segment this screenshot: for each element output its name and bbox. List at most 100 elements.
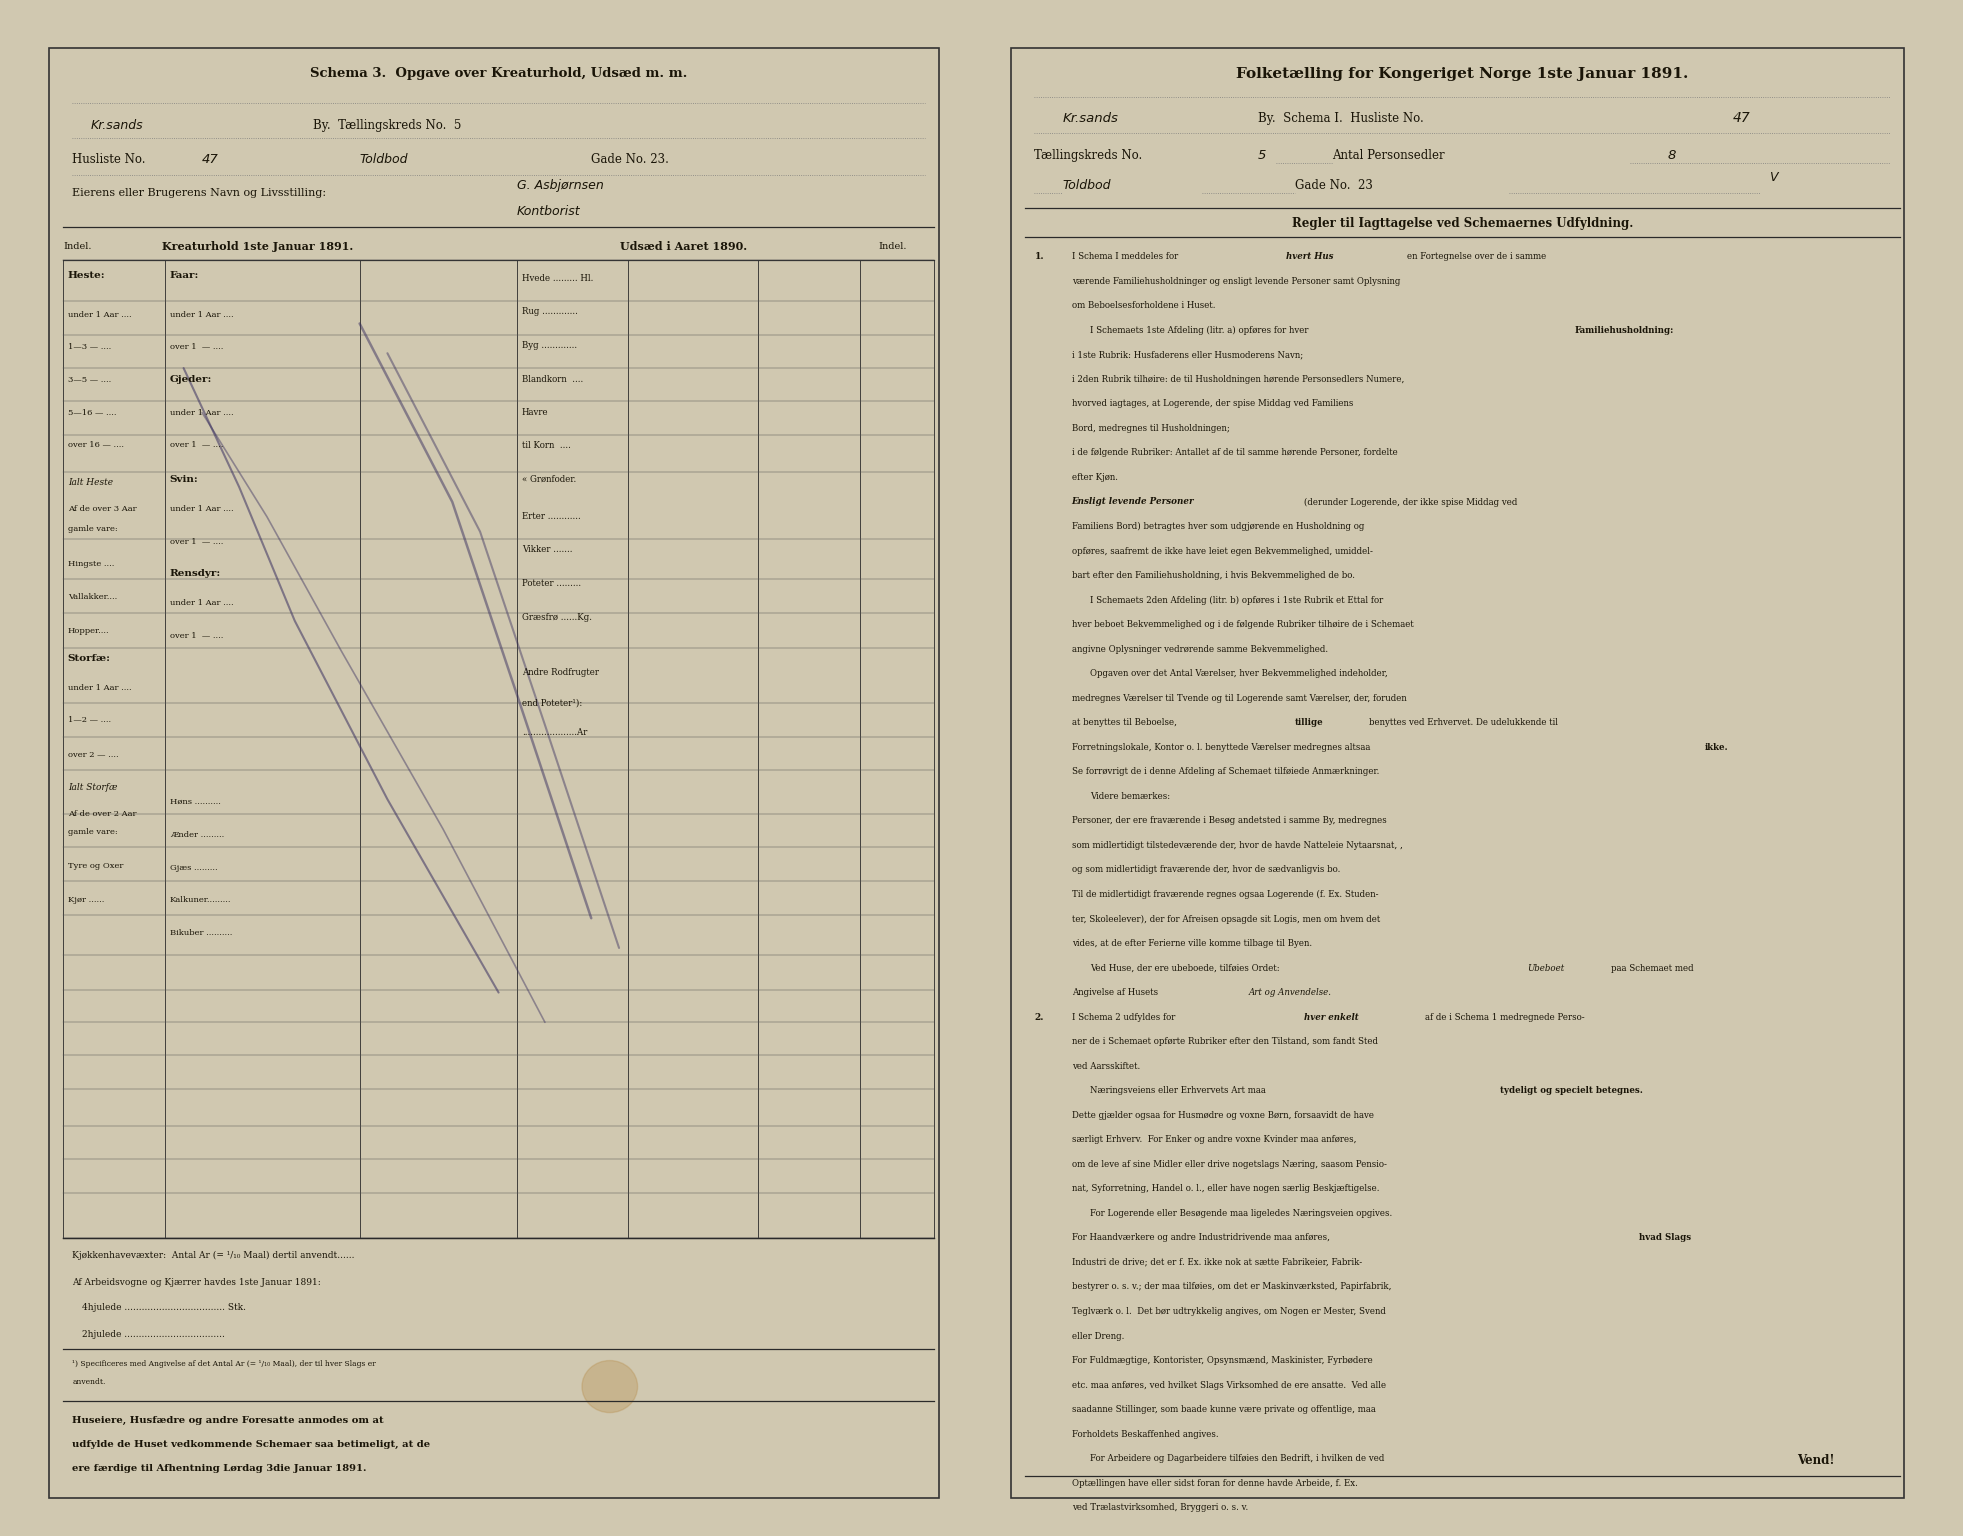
Text: over 16 — ....: over 16 — .... — [69, 441, 124, 450]
Text: Vend!: Vend! — [1798, 1455, 1835, 1467]
Text: Forholdets Beskaffenhed angives.: Forholdets Beskaffenhed angives. — [1072, 1430, 1219, 1439]
Text: Kreaturhold 1ste Januar 1891.: Kreaturhold 1ste Januar 1891. — [163, 241, 353, 252]
Text: Hingste ....: Hingste .... — [69, 561, 114, 568]
Text: Af de over 2 Aar: Af de over 2 Aar — [69, 809, 135, 819]
Text: 1.: 1. — [1035, 252, 1044, 261]
Text: 2.: 2. — [1035, 1012, 1044, 1021]
Text: angivne Oplysninger vedrørende samme Bekvemmelighed.: angivne Oplysninger vedrørende samme Bek… — [1072, 645, 1327, 654]
Text: Hopper....: Hopper.... — [69, 627, 110, 636]
Text: gamle vare:: gamle vare: — [69, 828, 118, 836]
Text: ter, Skoleelever), der for Afreisen opsagde sit Logis, men om hvem det: ter, Skoleelever), der for Afreisen opsa… — [1072, 914, 1380, 923]
Text: Bikuber ..........: Bikuber .......... — [169, 929, 232, 937]
Text: I Schema 2 udfyldes for: I Schema 2 udfyldes for — [1072, 1012, 1176, 1021]
Text: Gade No.  23: Gade No. 23 — [1296, 178, 1372, 192]
Text: Teglværk o. l.  Det bør udtrykkelig angives, om Nogen er Mester, Svend: Teglværk o. l. Det bør udtrykkelig angiv… — [1072, 1307, 1386, 1316]
Text: medregnes Værelser til Tvende og til Logerende samt Værelser, der, foruden: medregnes Værelser til Tvende og til Log… — [1072, 694, 1406, 702]
Text: Ialt Heste: Ialt Heste — [69, 478, 114, 487]
Text: end Poteter¹):: end Poteter¹): — [522, 699, 581, 707]
Text: i 2den Rubrik tilhøire: de til Husholdningen hørende Personsedlers Numere,: i 2den Rubrik tilhøire: de til Husholdni… — [1072, 375, 1404, 384]
Text: gamle vare:: gamle vare: — [69, 525, 118, 533]
Text: Hvede ......... Hl.: Hvede ......... Hl. — [522, 275, 593, 283]
Text: Huseiere, Husfædre og andre Foresatte anmodes om at: Huseiere, Husfædre og andre Foresatte an… — [73, 1416, 385, 1425]
Text: Faar:: Faar: — [169, 272, 198, 281]
Text: ¹) Specificeres med Angivelse af det Antal Ar (= ¹/₁₀ Maal), der til hver Slags : ¹) Specificeres med Angivelse af det Ant… — [73, 1361, 377, 1369]
Text: benyttes ved Erhvervet. De udelukkende til: benyttes ved Erhvervet. De udelukkende t… — [1370, 719, 1559, 727]
Text: under 1 Aar ....: under 1 Aar .... — [169, 599, 234, 607]
Text: Kjør ......: Kjør ...... — [69, 897, 104, 905]
Text: Indel.: Indel. — [63, 241, 92, 250]
Text: For Logerende eller Besøgende maa ligeledes Næringsveien opgives.: For Logerende eller Besøgende maa ligele… — [1089, 1209, 1392, 1218]
Text: ved Trælastvirksomhed, Bryggeri o. s. v.: ved Trælastvirksomhed, Bryggeri o. s. v. — [1072, 1504, 1248, 1513]
Text: under 1 Aar ....: under 1 Aar .... — [69, 310, 132, 318]
Text: hver beboet Bekvemmelighed og i de følgende Rubriker tilhøire de i Schemaet: hver beboet Bekvemmelighed og i de følge… — [1072, 621, 1413, 630]
Text: vides, at de efter Ferierne ville komme tilbage til Byen.: vides, at de efter Ferierne ville komme … — [1072, 938, 1311, 948]
Text: 1—3 — ....: 1—3 — .... — [69, 343, 112, 352]
Text: i 1ste Rubrik: Husfaderens eller Husmoderens Navn;: i 1ste Rubrik: Husfaderens eller Husmode… — [1072, 350, 1303, 359]
Text: 47: 47 — [1731, 111, 1751, 126]
Text: Af Arbeidsvogne og Kjærrer havdes 1ste Januar 1891:: Af Arbeidsvogne og Kjærrer havdes 1ste J… — [73, 1278, 322, 1287]
Text: Svin:: Svin: — [169, 475, 198, 484]
Text: Byg .............: Byg ............. — [522, 341, 577, 350]
Text: Bord, medregnes til Husholdningen;: Bord, medregnes til Husholdningen; — [1072, 424, 1229, 433]
Text: For Fuldmægtige, Kontorister, Opsynsmænd, Maskinister, Fyrbødere: For Fuldmægtige, Kontorister, Opsynsmænd… — [1072, 1356, 1372, 1366]
Text: Græsfrø ......Kg.: Græsfrø ......Kg. — [522, 613, 591, 622]
Text: Personer, der ere fraværende i Besøg andetsted i samme By, medregnes: Personer, der ere fraværende i Besøg and… — [1072, 816, 1386, 825]
Text: Til de midlertidigt fraværende regnes ogsaa Logerende (f. Ex. Studen-: Til de midlertidigt fraværende regnes og… — [1072, 889, 1378, 899]
Text: Regler til Iagttagelse ved Schemaernes Udfyldning.: Regler til Iagttagelse ved Schemaernes U… — [1292, 218, 1633, 230]
Text: eller Dreng.: eller Dreng. — [1072, 1332, 1125, 1341]
Text: « Grønfoder.: « Grønfoder. — [522, 475, 575, 484]
Text: Heste:: Heste: — [69, 272, 106, 281]
Text: under 1 Aar ....: under 1 Aar .... — [169, 409, 234, 416]
Text: 1—2 — ....: 1—2 — .... — [69, 716, 110, 725]
Text: 2hjulede ...................................: 2hjulede ...............................… — [82, 1330, 224, 1339]
Text: Næringsveiens eller Erhvervets Art maa: Næringsveiens eller Erhvervets Art maa — [1089, 1086, 1266, 1095]
Text: Tællingskreds No.: Tællingskreds No. — [1035, 149, 1142, 161]
Text: nat, Syforretning, Handel o. l., eller have nogen særlig Beskjæftigelse.: nat, Syforretning, Handel o. l., eller h… — [1072, 1184, 1380, 1193]
Text: over 2 — ....: over 2 — .... — [69, 751, 118, 759]
Text: Videre bemærkes:: Videre bemærkes: — [1089, 793, 1170, 800]
Text: Gjæs .........: Gjæs ......... — [169, 863, 218, 871]
Text: I Schemaets 2den Afdeling (litr. b) opføres i 1ste Rubrik et Ettal for: I Schemaets 2den Afdeling (litr. b) opfø… — [1089, 596, 1384, 605]
Text: ved Aarsskiftet.: ved Aarsskiftet. — [1072, 1061, 1141, 1071]
Text: Kr.sands: Kr.sands — [90, 120, 143, 132]
Text: tillige: tillige — [1296, 719, 1323, 727]
Text: Art og Anvendelse.: Art og Anvendelse. — [1248, 988, 1331, 997]
Text: Opgaven over det Antal Værelser, hver Bekvemmelighed indeholder,: Opgaven over det Antal Værelser, hver Be… — [1089, 670, 1388, 679]
Text: Husliste No.: Husliste No. — [73, 154, 145, 166]
Text: saadanne Stillinger, som baade kunne være private og offentlige, maa: saadanne Stillinger, som baade kunne vær… — [1072, 1405, 1376, 1415]
Text: Havre: Havre — [522, 409, 548, 418]
Text: Toldbod: Toldbod — [1062, 178, 1111, 192]
Text: at benyttes til Beboelse,: at benyttes til Beboelse, — [1072, 719, 1176, 727]
Text: en Fortegnelse over de i samme: en Fortegnelse over de i samme — [1407, 252, 1545, 261]
Text: Familiens Bord) betragtes hver som udgjørende en Husholdning og: Familiens Bord) betragtes hver som udgjø… — [1072, 522, 1364, 531]
Text: under 1 Aar ....: under 1 Aar .... — [169, 310, 234, 318]
Text: etc. maa anføres, ved hvilket Slags Virksomhed de ere ansatte.  Ved alle: etc. maa anføres, ved hvilket Slags Virk… — [1072, 1381, 1386, 1390]
Text: Dette gjælder ogsaa for Husmødre og voxne Børn, forsaavidt de have: Dette gjælder ogsaa for Husmødre og voxn… — [1072, 1111, 1374, 1120]
Text: Ialt Storfæ: Ialt Storfæ — [69, 783, 118, 793]
Text: under 1 Aar ....: under 1 Aar .... — [69, 684, 132, 691]
Text: om de leve af sine Midler eller drive nogetslags Næring, saasom Pensio-: om de leve af sine Midler eller drive no… — [1072, 1160, 1386, 1169]
Text: over 1  — ....: over 1 — .... — [169, 631, 224, 639]
Text: 5: 5 — [1258, 149, 1266, 161]
Text: Se forrøvrigt de i denne Afdeling af Schemaet tilføiede Anmærkninger.: Se forrøvrigt de i denne Afdeling af Sch… — [1072, 768, 1380, 776]
Text: Kjøkkenhavevæxter:  Antal Ar (= ¹/₁₀ Maal) dertil anvendt......: Kjøkkenhavevæxter: Antal Ar (= ¹/₁₀ Maal… — [73, 1252, 355, 1261]
Text: Eierens eller Brugerens Navn og Livsstilling:: Eierens eller Brugerens Navn og Livsstil… — [73, 187, 326, 198]
Text: Gjeder:: Gjeder: — [169, 375, 212, 384]
Text: over 1  — ....: over 1 — .... — [169, 441, 224, 450]
Text: Udsæd i Aaret 1890.: Udsæd i Aaret 1890. — [620, 241, 748, 252]
Text: og som midlertidigt fraværende der, hvor de sædvanligvis bo.: og som midlertidigt fraværende der, hvor… — [1072, 865, 1341, 874]
Text: I Schemaets 1ste Afdeling (litr. a) opføres for hver: I Schemaets 1ste Afdeling (litr. a) opfø… — [1089, 326, 1309, 335]
Text: tydeligt og specielt betegnes.: tydeligt og specielt betegnes. — [1500, 1086, 1643, 1095]
Text: Ved Huse, der ere ubeboede, tilføies Ordet:: Ved Huse, der ere ubeboede, tilføies Ord… — [1089, 963, 1280, 972]
Text: hvad Slags: hvad Slags — [1639, 1233, 1692, 1243]
Text: hver enkelt: hver enkelt — [1303, 1012, 1358, 1021]
Text: som midlertidigt tilstedeværende der, hvor de havde Natteleie Nytaarsnat, ,: som midlertidigt tilstedeværende der, hv… — [1072, 840, 1402, 849]
Text: opføres, saafremt de ikke have leiet egen Bekvemmelighed, umiddel-: opføres, saafremt de ikke have leiet ege… — [1072, 547, 1372, 556]
Text: bestyrer o. s. v.; der maa tilføies, om det er Maskinværksted, Papirfabrik,: bestyrer o. s. v.; der maa tilføies, om … — [1072, 1283, 1392, 1292]
Text: værende Familiehusholdninger og ensligt levende Personer samt Oplysning: værende Familiehusholdninger og ensligt … — [1072, 276, 1400, 286]
Text: Ubeboet: Ubeboet — [1527, 963, 1565, 972]
Text: Høns ..........: Høns .......... — [169, 799, 220, 806]
Text: efter Kjøn.: efter Kjøn. — [1072, 473, 1117, 482]
Text: G. Asbjørnsen: G. Asbjørnsen — [516, 178, 605, 192]
Text: Blandkorn  ....: Blandkorn .... — [522, 375, 583, 384]
